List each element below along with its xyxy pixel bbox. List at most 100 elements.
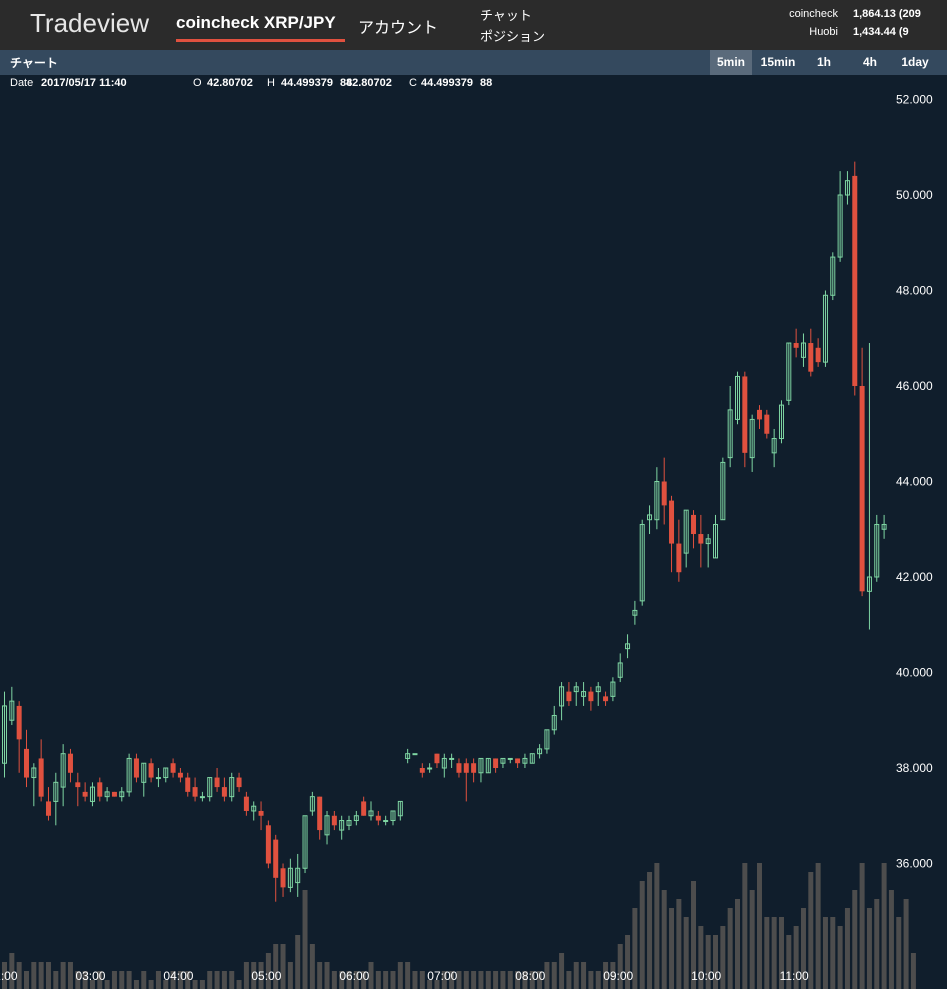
candle-body-up [441,757,447,769]
candle [647,505,653,535]
candle [756,405,762,429]
volume-bar [45,962,51,989]
candle-body-up [119,791,125,798]
candle [507,757,513,764]
timeframe-1h[interactable]: 1h [816,55,831,69]
account-link[interactable]: アカウント [358,18,439,37]
candle [691,510,697,549]
candle [705,534,711,568]
ohlc-high-overlap: 88 [340,77,353,89]
volume-bar [339,971,345,989]
volume-bar [185,971,191,989]
volume-bar [75,971,81,989]
volume-bar [383,971,389,989]
volume-bar [632,908,638,989]
position-link[interactable]: ポジション [480,30,546,45]
volume-bar [251,962,257,989]
candle-body-down [742,376,748,453]
candle [720,457,726,521]
pair-tab[interactable]: coincheck XRP/JPY [176,13,336,32]
timeframe-15min[interactable]: 15min [760,55,796,69]
candle-body-up [427,767,433,770]
candle [434,753,440,768]
candle-body-down [793,343,799,348]
app-logo[interactable]: Tradeview [30,8,149,38]
candle-body-up [771,438,777,454]
candle [133,753,139,783]
candle-body-down [148,763,154,778]
price-exchange-coincheck: coincheck [789,8,838,20]
candle-body-up [800,342,806,358]
candle [368,801,374,821]
timeframe-4h[interactable]: 4h [862,55,877,69]
candle [23,729,29,788]
volume-bar [221,971,227,989]
x-tick-label: 02:00 [0,969,18,983]
candle [537,744,543,759]
candle [625,634,631,659]
volume-bar [800,908,806,989]
candle-body-down [45,801,51,816]
volume-bar [463,971,469,989]
candle [727,386,733,468]
candle-body-up [485,757,491,774]
candle-body-down [265,825,271,864]
candle [119,787,125,802]
candle-body-up [353,815,359,822]
candle-body-up [251,805,257,812]
candle [669,495,675,573]
candle [786,342,792,406]
candle-body-up [866,576,872,592]
x-tick-label: 03:00 [75,969,105,983]
candle-body-up [735,375,740,420]
price-value-huobi: 1,434.44 (9 [853,26,909,38]
timeframe-1day[interactable]: 1day [901,55,929,69]
candle-body-down [133,758,139,778]
candle [251,801,257,821]
ohlc-high: 44.499379 [281,77,333,89]
timeframe-5min[interactable]: 5min [710,50,752,75]
volume-bar [778,917,784,989]
candle-body-up [229,777,235,798]
volume-bar [141,971,147,989]
volume-bar [515,971,521,989]
volume-bar [163,980,169,989]
volume-bar [749,890,755,989]
candle-body-up [199,796,205,799]
candle [822,290,828,367]
volume-bar [910,953,916,989]
candle [199,791,205,802]
candle-body-down [111,791,117,797]
active-tab-underline [176,39,345,42]
ohlc-date: 2017/05/17 11:40 [41,77,127,89]
candle-body-up [610,681,616,697]
chat-link[interactable]: チャット [480,9,532,24]
volume-bar [82,971,88,989]
candlestick-chart[interactable]: 52.000 50.000 48.000 46.000 44.000 42.000 40.0… [0,75,947,989]
candle [778,400,784,444]
candle-body-down [236,777,242,788]
volume-bar [478,971,484,989]
volume-bar [199,980,205,989]
candle [661,457,667,525]
candle-body-down [661,481,667,506]
volume-bar [815,863,821,989]
candle-body-up [287,867,293,888]
candle [515,758,521,768]
candle-body-down [273,839,279,878]
volume-bar [617,944,623,989]
volume-bar [287,962,293,989]
candle-body-down [23,748,29,778]
volume-bar [507,971,513,989]
volume-bar [471,971,477,989]
volume-bar [89,980,95,989]
candle [683,509,689,568]
volume-bar [324,962,330,989]
volume-bar [720,926,726,989]
candle-body-down [463,763,469,773]
candle-body-down [566,691,572,702]
volume-bar [390,971,396,989]
candle [163,767,169,783]
volume-bar [192,980,198,989]
y-tick-label: 42.000 [896,570,933,584]
